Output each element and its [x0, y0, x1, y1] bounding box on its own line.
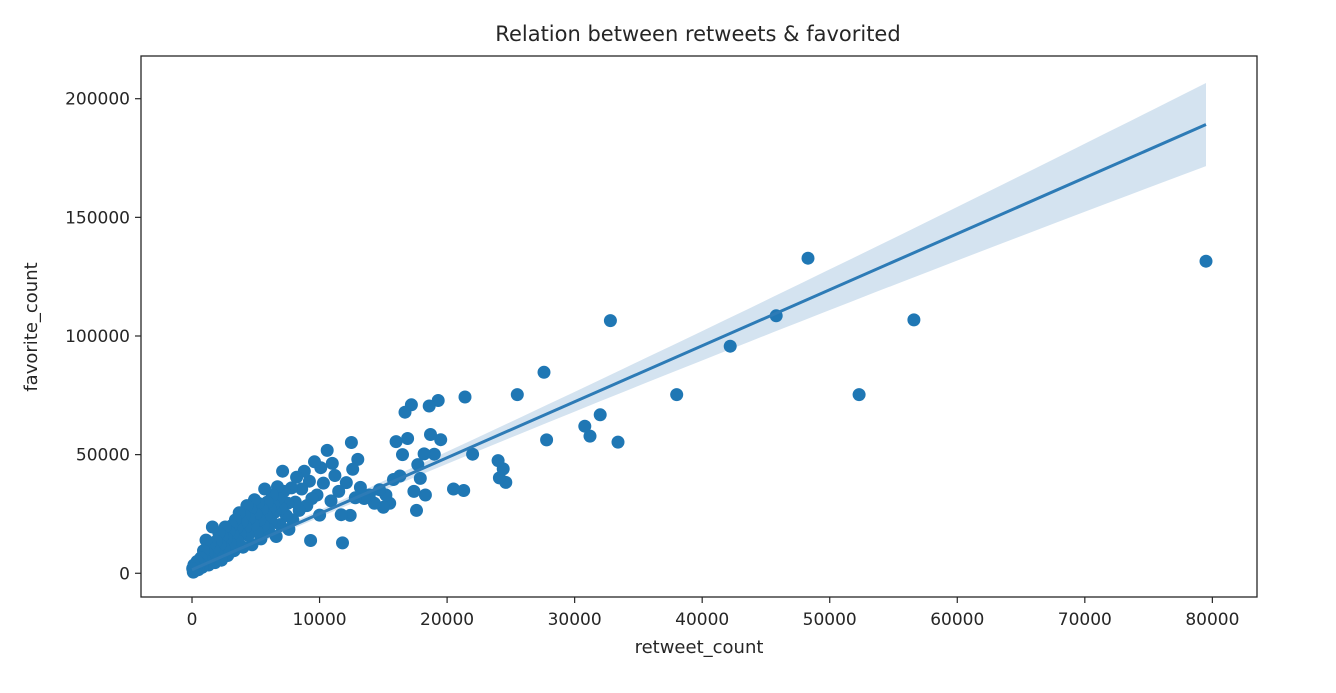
data-point: [290, 470, 304, 484]
data-point: [396, 448, 409, 462]
data-point: [308, 455, 321, 469]
data-point: [417, 447, 431, 461]
data-point: [413, 471, 427, 485]
data-point: [398, 405, 412, 419]
data-point: [199, 533, 213, 547]
data-point: [578, 419, 592, 433]
confidence-band: [192, 83, 1206, 573]
data-point: [336, 536, 349, 550]
x-axis-title: retweet_count: [635, 637, 764, 658]
y-tick-label: 0: [119, 564, 130, 584]
data-point: [339, 476, 353, 490]
data-point: [670, 388, 684, 402]
data-point: [447, 482, 460, 496]
data-point: [466, 447, 480, 461]
y-axis: 0 50000 100000 150000 200000: [65, 90, 141, 584]
data-point: [457, 484, 471, 497]
data-point: [458, 390, 472, 404]
data-point: [344, 436, 358, 449]
x-tick-label: 0: [187, 610, 198, 630]
data-point: [801, 251, 815, 265]
data-point: [537, 365, 551, 379]
plot-area: [186, 83, 1213, 579]
data-point: [410, 503, 423, 517]
y-tick-label: 200000: [65, 90, 130, 110]
x-tick-label: 50000: [803, 610, 857, 630]
data-point: [407, 484, 421, 498]
data-point: [611, 435, 625, 449]
data-point: [258, 482, 272, 496]
x-tick-label: 30000: [548, 610, 602, 630]
plot-frame: [140, 55, 1258, 598]
data-point: [492, 471, 506, 485]
data-point: [907, 313, 921, 327]
data-point: [353, 480, 367, 494]
data-point: [276, 464, 290, 478]
data-point: [424, 428, 437, 441]
regression-line: [191, 123, 1207, 572]
data-point: [389, 435, 403, 449]
x-tick-label: 70000: [1058, 610, 1112, 630]
data-point: [295, 482, 309, 496]
x-tick-label: 20000: [420, 610, 474, 630]
data-point: [334, 508, 348, 522]
y-tick-label: 100000: [65, 327, 130, 347]
chart-title: Relation between retweets & favorited: [495, 22, 900, 46]
data-point: [328, 469, 342, 482]
data-point: [540, 433, 554, 447]
data-point: [346, 462, 360, 476]
data-point: [205, 520, 219, 534]
data-point: [320, 443, 334, 457]
data-point: [316, 476, 330, 490]
y-tick-label: 50000: [76, 446, 130, 466]
data-point: [852, 388, 866, 402]
data-point: [427, 447, 441, 461]
x-axis: 0 10000 20000 30000 40000 50000 60000 70000 8000…: [187, 597, 1239, 630]
data-point: [325, 456, 339, 470]
data-point: [723, 339, 737, 353]
data-point: [434, 433, 448, 447]
data-point: [332, 484, 346, 498]
x-tick-label: 60000: [930, 610, 984, 630]
x-tick-label: 80000: [1185, 610, 1239, 630]
y-axis-title: favorite_count: [21, 262, 42, 391]
data-point: [583, 429, 597, 443]
data-point: [593, 408, 607, 422]
data-point: [510, 388, 524, 402]
x-tick-label: 40000: [675, 610, 729, 630]
data-point: [422, 399, 436, 413]
y-tick-label: 150000: [65, 208, 130, 228]
data-point: [401, 432, 415, 445]
data-point: [603, 314, 617, 328]
data-point: [491, 454, 505, 468]
data-point: [351, 452, 365, 466]
data-point: [418, 488, 432, 502]
data-point: [304, 534, 318, 547]
data-point: [1199, 254, 1213, 268]
x-tick-label: 10000: [293, 610, 347, 630]
data-point: [324, 494, 338, 508]
